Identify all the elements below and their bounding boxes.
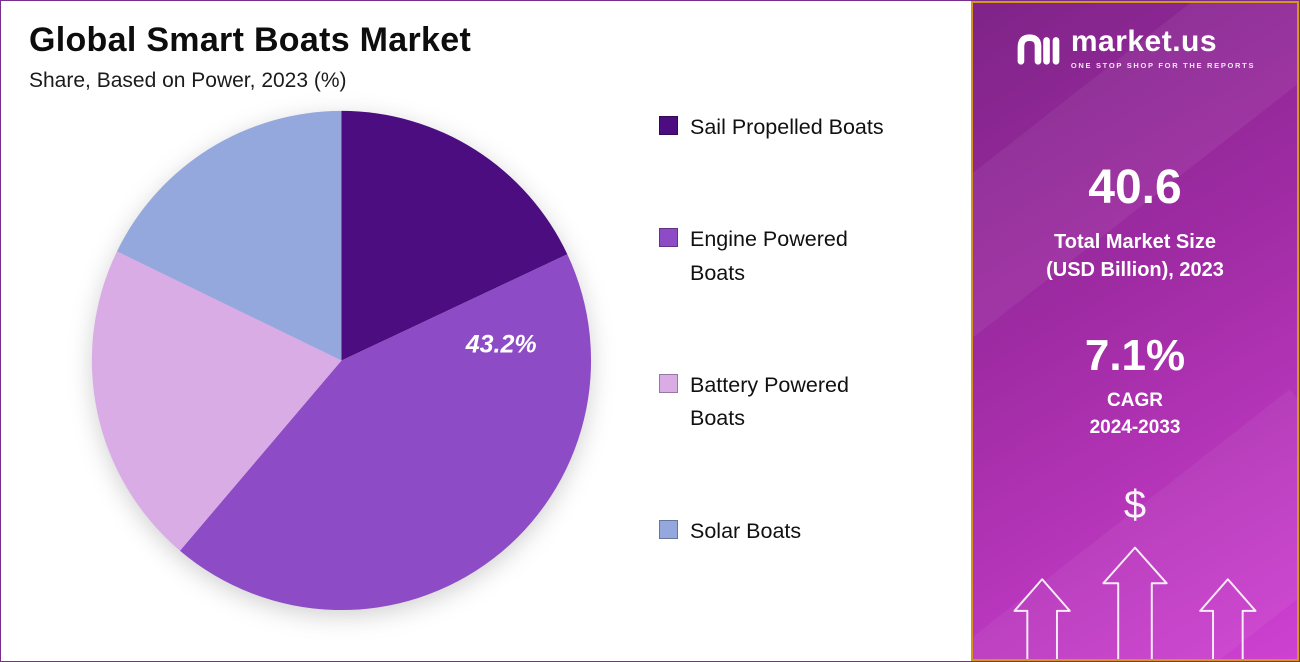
pie-slice-2	[91, 251, 342, 551]
legend-swatch-icon	[659, 116, 678, 135]
chart-title: Global Smart Boats Market	[29, 21, 472, 59]
market-size-value: 40.6	[1088, 161, 1182, 214]
legend-swatch-icon	[659, 374, 678, 393]
pie-slice-1	[179, 254, 592, 611]
pie-slice-3	[116, 110, 342, 361]
legend-label: Sail Propelled Boats	[690, 115, 884, 139]
chart-panel: Global Smart Boats Market Share, Based o…	[1, 1, 971, 661]
promo-sidebar: market.us ONE STOP SHOP FOR THE REPORTS …	[971, 1, 1299, 661]
dollar-icon: $	[1123, 483, 1147, 528]
legend-item-engine-powered: Engine Powered Boats	[659, 223, 889, 290]
legend: Sail Propelled Boats Engine Powered Boat…	[599, 103, 899, 618]
chart-body: 43.2% Sail Propelled Boats Engine Powere…	[29, 103, 971, 618]
legend-item-solar: Solar Boats	[659, 515, 889, 548]
marketus-logo-icon	[1017, 33, 1060, 65]
legend-item-battery-powered: Battery Powered Boats	[659, 369, 889, 436]
legend-label: Engine Powered Boats	[690, 227, 848, 285]
legend-swatch-icon	[659, 519, 678, 539]
up-arrow-icon	[1013, 578, 1071, 659]
pie-slice-0	[341, 110, 568, 361]
up-arrow-icon	[1102, 546, 1168, 659]
pie-chart	[91, 110, 592, 611]
logo-tagline: ONE STOP SHOP FOR THE REPORTS	[1070, 61, 1256, 70]
market-size-label: Total Market Size (USD Billion), 2023	[1046, 230, 1224, 281]
chart-subtitle: Share, Based on Power, 2023 (%)	[29, 69, 347, 92]
logo-text: market.us	[1070, 25, 1218, 58]
marketus-logo: market.us ONE STOP SHOP FOR THE REPORTS	[973, 27, 1297, 70]
legend-label: Battery Powered Boats	[690, 373, 849, 431]
legend-label: Solar Boats	[690, 518, 802, 543]
up-arrow-icon	[1199, 578, 1257, 659]
cagr-value: 7.1%	[1084, 330, 1186, 380]
cagr-label: CAGR 2024-2033	[1089, 390, 1181, 438]
pie-chart-area: 43.2%	[84, 103, 599, 618]
legend-swatch-icon	[659, 228, 678, 248]
logo-text-block: market.us ONE STOP SHOP FOR THE REPORTS	[1070, 25, 1256, 71]
legend-item-sail-propelled: Sail Propelled Boats	[659, 111, 889, 144]
growth-arrows-icon	[1013, 546, 1257, 659]
